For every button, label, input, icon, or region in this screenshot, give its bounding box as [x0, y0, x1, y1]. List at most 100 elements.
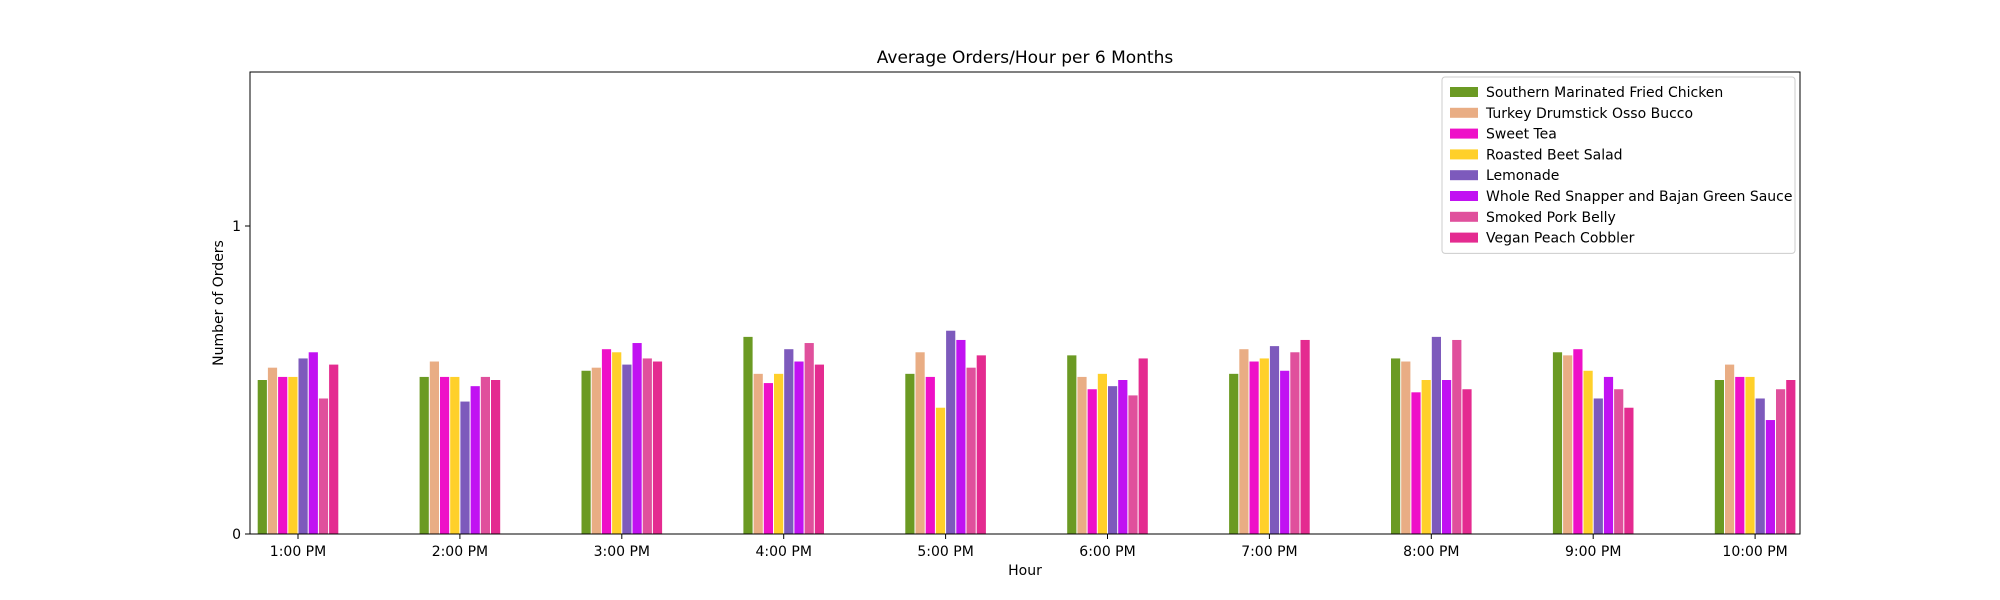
bar: [1725, 364, 1735, 534]
bar: [1593, 398, 1603, 534]
bar: [774, 373, 784, 534]
bar: [470, 386, 480, 534]
bar: [794, 361, 804, 534]
bar: [581, 370, 591, 534]
x-tick-label: 1:00 PM: [270, 544, 326, 560]
legend-swatch: [1450, 170, 1478, 181]
bar: [460, 401, 470, 534]
bar: [1229, 373, 1239, 534]
bar: [1411, 392, 1421, 534]
y-axis-label: Number of Orders: [211, 240, 227, 366]
bar: [1249, 361, 1259, 534]
x-tick-label: 6:00 PM: [1079, 544, 1135, 560]
legend-swatch: [1450, 149, 1478, 160]
bar: [1239, 349, 1249, 534]
legend-swatch: [1450, 107, 1478, 118]
bar: [1118, 380, 1128, 534]
bar: [753, 373, 763, 534]
legend-label: Roasted Beet Salad: [1486, 147, 1623, 163]
bar: [308, 352, 318, 534]
bar: [1745, 376, 1755, 534]
y-tick-label: 0: [232, 527, 241, 543]
bar: [612, 352, 622, 534]
bar: [329, 364, 339, 534]
legend-label: Smoked Pork Belly: [1486, 210, 1616, 226]
bar: [1087, 389, 1097, 534]
bar: [915, 352, 925, 534]
bar: [1290, 352, 1300, 534]
bar: [591, 367, 601, 534]
bar: [298, 358, 308, 534]
bar: [450, 376, 460, 534]
bar: [1391, 358, 1401, 534]
bar: [784, 349, 794, 534]
bar: [1573, 349, 1583, 534]
bar: [429, 361, 439, 534]
bar: [1563, 355, 1573, 534]
bar: [1128, 395, 1138, 534]
bar: [1108, 386, 1118, 534]
chart-title: Average Orders/Hour per 6 Months: [877, 48, 1174, 68]
bar: [288, 376, 298, 534]
bar: [267, 367, 278, 534]
y-tick-label: 1: [232, 219, 241, 235]
x-tick-label: 7:00 PM: [1241, 544, 1297, 560]
bar: [1442, 380, 1452, 534]
bar: [278, 376, 288, 534]
bar: [1259, 358, 1269, 534]
legend-swatch: [1450, 191, 1478, 201]
bar: [1067, 355, 1077, 534]
bar: [1421, 380, 1431, 534]
bar: [814, 364, 824, 534]
bar: [925, 376, 935, 534]
bar: [1097, 373, 1107, 534]
bar: [480, 376, 490, 534]
y-axis: 01: [232, 219, 250, 543]
legend-label: Lemonade: [1486, 168, 1559, 184]
bar: [622, 364, 632, 534]
bar: [1462, 389, 1472, 534]
bar: [1552, 352, 1563, 534]
x-tick-label: 5:00 PM: [917, 544, 973, 560]
bar: [1280, 370, 1290, 534]
x-tick-label: 2:00 PM: [432, 544, 488, 560]
bar: [743, 336, 753, 534]
bar: [1755, 398, 1765, 534]
bar: [935, 407, 946, 534]
bar: [1614, 389, 1624, 534]
bar: [1269, 346, 1280, 534]
legend-frame: [1441, 76, 1796, 254]
bar: [632, 343, 642, 534]
x-axis: 1:00 PM 2:00 PM 3:00 PM 4:00 PM 5:00 PM 6:00 …: [270, 534, 1788, 560]
bar: [1786, 380, 1796, 534]
x-tick-label: 4:00 PM: [755, 544, 811, 560]
legend-swatch: [1450, 128, 1478, 139]
bar: [440, 376, 450, 534]
x-axis-label: Hour: [1008, 563, 1042, 579]
bar: [763, 383, 773, 534]
legend: Southern Marinated Fried Chicken Turkey D…: [1441, 76, 1796, 254]
bar: [1603, 376, 1614, 534]
bar: [419, 376, 429, 534]
bar: [804, 343, 814, 534]
bar: [976, 355, 986, 534]
bar: [642, 358, 652, 534]
bar: [1401, 361, 1411, 534]
x-tick-label: 3:00 PM: [594, 544, 650, 560]
legend-label: Whole Red Snapper and Bajan Green Sauce: [1486, 189, 1792, 205]
legend-swatch: [1450, 87, 1478, 97]
legend-label: Southern Marinated Fried Chicken: [1486, 85, 1723, 101]
bar: [1300, 339, 1310, 534]
legend-label: Vegan Peach Cobbler: [1486, 231, 1635, 247]
legend-label: Sweet Tea: [1486, 127, 1557, 143]
bar: [1776, 389, 1786, 534]
bar: [1431, 336, 1441, 534]
bar: [1765, 420, 1775, 534]
legend-label: Turkey Drumstick Osso Bucco: [1485, 106, 1693, 122]
bar: [1624, 407, 1634, 534]
bars-layer: [257, 330, 1796, 534]
legend-swatch: [1450, 211, 1478, 222]
legend-swatch: [1450, 232, 1478, 243]
bar: [1714, 380, 1724, 534]
bar: [1138, 358, 1148, 534]
